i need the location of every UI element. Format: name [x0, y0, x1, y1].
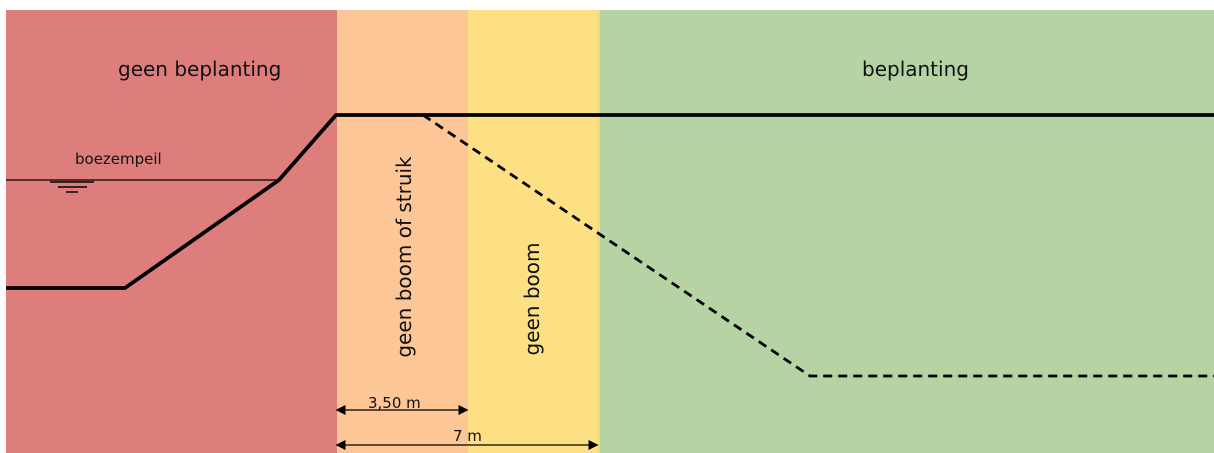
label-no-planting: geen beplanting	[118, 57, 282, 81]
zone-no-tree-or-shrub	[337, 10, 468, 453]
zone-no-tree	[468, 10, 598, 453]
zone-no-planting	[6, 10, 337, 453]
label-no-tree-or-shrub: geen boom of struik	[392, 156, 416, 358]
water-level-icon	[50, 181, 94, 193]
root-zone-line	[422, 113, 1214, 378]
bank-profile-line	[6, 113, 1214, 290]
dimension-outer-label: 7 m	[453, 427, 482, 445]
label-no-tree: geen boom	[520, 242, 544, 356]
dimension-inner-label: 3,50 m	[368, 394, 421, 412]
label-planting: beplanting	[862, 57, 969, 81]
zone-planting	[598, 10, 1214, 453]
zone-boundary	[597, 10, 600, 453]
label-water-level: boezempeil	[75, 150, 162, 168]
